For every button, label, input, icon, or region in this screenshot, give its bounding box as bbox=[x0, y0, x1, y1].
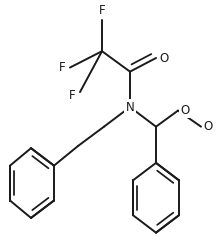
Text: F: F bbox=[69, 89, 76, 102]
Text: F: F bbox=[59, 61, 66, 74]
Text: O: O bbox=[180, 104, 189, 117]
Text: O: O bbox=[159, 51, 168, 64]
Text: F: F bbox=[99, 4, 105, 16]
Text: O: O bbox=[204, 120, 213, 133]
Text: N: N bbox=[126, 101, 134, 114]
